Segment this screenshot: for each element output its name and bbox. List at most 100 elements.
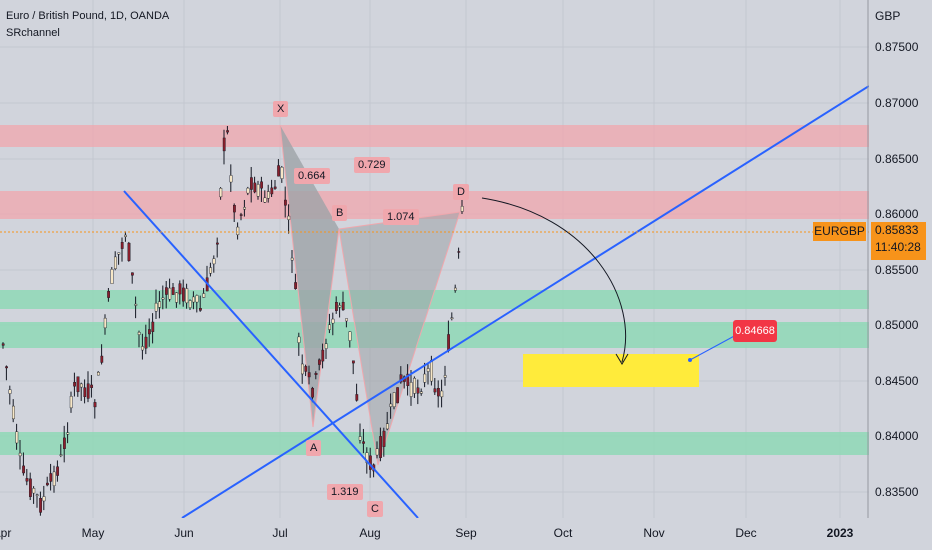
candle-body [209, 267, 212, 274]
candle-body [29, 478, 32, 497]
candle-body [386, 423, 389, 430]
candle-body [294, 282, 297, 290]
price-tick: 0.86000 [875, 207, 919, 221]
candle-body [39, 498, 43, 513]
time-tick: Jul [272, 526, 288, 540]
price-tick: 0.84000 [875, 429, 919, 443]
candle-body [311, 387, 314, 398]
price-tick: 0.85000 [875, 318, 919, 332]
candle-body [63, 437, 66, 449]
candle-body [396, 387, 399, 404]
candle-body [25, 478, 29, 482]
candle-body [56, 466, 60, 476]
resistance-zone-lower [0, 191, 869, 219]
candle-body [192, 296, 195, 303]
target-price-badge[interactable]: 0.84668 [733, 320, 777, 342]
candle-body [134, 303, 138, 306]
candle-body [15, 431, 19, 444]
candle-body [375, 448, 379, 456]
candle-body [335, 302, 338, 311]
candle-body [22, 465, 25, 474]
candle-body [127, 242, 131, 261]
candle-body [420, 391, 423, 394]
candle-body [318, 359, 321, 365]
target-zone[interactable] [523, 354, 699, 387]
candle-body [103, 317, 107, 329]
candle-body [348, 331, 352, 341]
candle-body [202, 293, 206, 298]
time-tick: Oct [553, 526, 573, 540]
candles [1, 125, 464, 516]
candle-body [5, 366, 9, 369]
candle-body [236, 226, 240, 236]
candle-body [232, 205, 236, 213]
last-price-badge: 0.85833 11:40:28 [871, 222, 926, 260]
candle-body [256, 184, 260, 197]
candle-body [117, 252, 121, 255]
candle-body [382, 430, 386, 447]
candle-body [168, 287, 172, 300]
price-tick: 0.87000 [875, 96, 919, 110]
candle-body [96, 372, 100, 376]
price-tick: 0.85500 [875, 263, 919, 277]
descending-trendline[interactable] [123, 190, 419, 518]
candle-body [158, 301, 161, 308]
ascending-trendline[interactable] [181, 85, 869, 518]
candle-body [358, 436, 362, 441]
ratio-ab-c: 0.729 [354, 157, 390, 173]
candle-body [253, 182, 257, 193]
candle-body [409, 382, 413, 397]
candle-body [440, 390, 444, 398]
pattern-bcd [339, 212, 460, 465]
candle-body [273, 186, 277, 189]
candle-body [175, 292, 178, 303]
candle-body [450, 317, 454, 319]
candle-body [290, 257, 294, 261]
candle-body [226, 130, 229, 133]
price-tick: 0.83500 [875, 485, 919, 499]
support-zone-1 [0, 290, 869, 309]
candle-body [66, 432, 70, 435]
candle-body [164, 287, 168, 295]
candle-body [154, 302, 158, 312]
candle-body [215, 242, 219, 245]
candle-body [267, 191, 270, 199]
currency-label: GBP [875, 9, 901, 23]
time-tick: Apr [0, 526, 12, 540]
pattern-point-d: D [453, 184, 469, 200]
candle-body [141, 346, 144, 351]
candle-body [406, 373, 410, 387]
candle-body [249, 177, 253, 190]
candle-body [90, 384, 94, 388]
candle-body [83, 387, 87, 397]
time-axis[interactable]: Apr May Jun Jul Aug Sep Oct Nov Dec 2023 [0, 518, 869, 550]
chart-pane[interactable] [0, 0, 869, 518]
indicator-name: SRchannel [6, 27, 60, 39]
candle-body [49, 473, 53, 482]
candle-body [423, 373, 427, 383]
candle-body [287, 215, 291, 220]
candle-body [59, 454, 63, 456]
candle-body [413, 378, 416, 394]
candle-body [46, 482, 49, 486]
time-tick: Dec [735, 526, 757, 540]
candle-body [345, 318, 348, 322]
candle-body [280, 166, 284, 179]
candle-body [362, 441, 365, 444]
candle-body [229, 175, 233, 183]
candle-body [1, 343, 5, 346]
candle-body [246, 187, 250, 194]
candle-body [113, 256, 117, 269]
candle-body [52, 471, 56, 486]
candle-body [11, 405, 15, 420]
candle-body [416, 387, 420, 394]
candle-body [447, 334, 450, 352]
candle-body [304, 366, 308, 372]
price-tick: 0.84500 [875, 374, 919, 388]
candle-body [454, 287, 457, 291]
price-axis[interactable]: GBP 0.87500 0.87000 0.86500 0.86000 0.85… [869, 0, 932, 550]
candle-body [120, 242, 124, 249]
candle-body [212, 258, 216, 265]
projection-arrow [481, 197, 627, 363]
candle-body [76, 376, 80, 393]
